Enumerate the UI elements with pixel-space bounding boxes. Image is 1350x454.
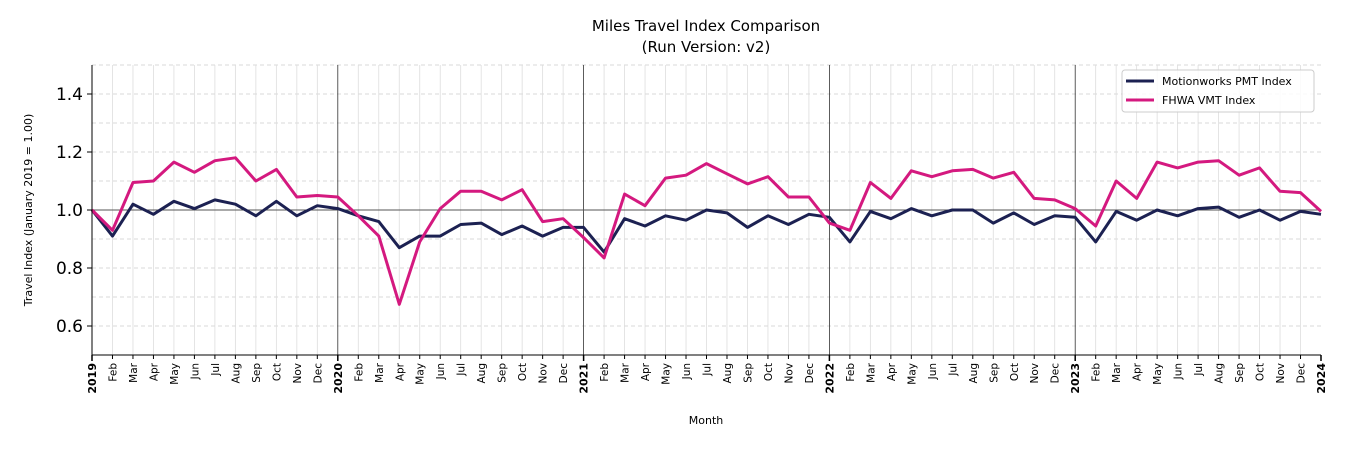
x-tick-label-month: Oct <box>1009 363 1021 381</box>
series-line-motionworks <box>90 198 1322 254</box>
x-tick-label-year: 2021 <box>578 363 591 394</box>
x-tick-label-month: Aug <box>722 363 734 384</box>
x-tick-label-month: Sep <box>251 363 263 383</box>
grid <box>92 64 1321 355</box>
y-tick-label: 0.6 <box>56 317 83 337</box>
x-tick-label-month: Apr <box>148 362 160 381</box>
x-tick-label-month: Feb <box>845 363 857 382</box>
x-tick-label-month: Apr <box>640 362 652 381</box>
x-tick-label-month: May <box>661 363 673 385</box>
x-tick-label-month: Jul <box>456 363 468 377</box>
x-tick-label-year: 2024 <box>1315 363 1328 394</box>
legend-label-fhwa: FHWA VMT Index <box>1162 94 1256 107</box>
x-axis-label: Month <box>689 414 724 427</box>
x-tick-label-month: Mar <box>620 362 632 382</box>
x-tick-label-month: Mar <box>128 362 140 382</box>
x-tick-label-month: May <box>169 363 181 385</box>
x-tick-label-month: Feb <box>353 363 365 382</box>
x-tick-label-year: 2023 <box>1069 363 1082 394</box>
x-tick-label-month: Oct <box>763 363 775 381</box>
y-axis-label: Travel Index (January 2019 = 1.00) <box>22 114 35 307</box>
x-tick-label-month: Oct <box>1255 363 1267 381</box>
x-tick-label-month: Sep <box>497 363 509 383</box>
x-tick-label-month: Feb <box>599 363 611 382</box>
x-tick-label-year: 2019 <box>86 363 99 394</box>
x-tick-label-year: 2022 <box>823 363 836 394</box>
legend-label-motionworks: Motionworks PMT Index <box>1162 75 1292 88</box>
x-tick-label-month: Mar <box>1111 362 1123 382</box>
chart-title: Miles Travel Index Comparison <box>592 17 820 35</box>
x-tick-label-month: Jul <box>947 363 959 377</box>
y-tick-label: 1.4 <box>56 85 83 105</box>
x-tick-label-month: Mar <box>865 362 877 382</box>
x-tick-label-year: 2020 <box>332 363 345 394</box>
x-tick-label-month: Jun <box>927 363 939 380</box>
x-tick-label-month: Nov <box>538 363 550 384</box>
x-tick-label-month: Apr <box>394 362 406 381</box>
x-tick-label-month: Aug <box>476 363 488 384</box>
x-tick-label-month: Jul <box>1193 363 1205 377</box>
x-tick-label-month: Aug <box>230 363 242 384</box>
axes: 0.6 0.8 1.0 1.2 1.4 2019 Feb Mar Apr May Jun Jul Aug… <box>56 65 1328 394</box>
x-tick-label-month: Apr <box>1132 362 1144 381</box>
x-tick-label-month: Mar <box>374 362 386 382</box>
x-tick-label-month: Nov <box>783 363 795 384</box>
x-tick-label-month: Dec <box>312 363 324 384</box>
x-tick-label-month: Jun <box>1173 363 1185 380</box>
x-tick-label-month: May <box>415 363 427 385</box>
x-tick-label-month: Apr <box>886 362 898 381</box>
x-tick-label-month: Aug <box>1214 363 1226 384</box>
x-tick-label-month: Dec <box>1296 363 1308 384</box>
x-tick-label-month: Dec <box>1050 363 1062 384</box>
x-tick-label-month: May <box>906 363 918 385</box>
y-tick-label: 1.2 <box>56 143 83 163</box>
x-tick-label-month: Feb <box>1091 363 1103 382</box>
x-tick-label-month: Nov <box>1275 363 1287 384</box>
y-tick-label: 1.0 <box>56 201 83 221</box>
x-tick-label-month: Feb <box>107 363 119 382</box>
series-lines <box>90 156 1323 306</box>
x-tick-label-month: Jun <box>189 363 201 380</box>
chart-subtitle: (Run Version: v2) <box>642 38 771 56</box>
x-tick-label-month: Nov <box>292 363 304 384</box>
x-tick-label-month: Jul <box>702 363 714 377</box>
legend-box <box>1121 69 1315 113</box>
x-tick-label-month: Oct <box>517 363 529 381</box>
x-tick-label-month: Sep <box>742 363 754 383</box>
x-tick-label-month: Sep <box>1234 363 1246 383</box>
y-tick-label: 0.8 <box>56 259 83 279</box>
x-tick-label-month: Jul <box>210 363 222 377</box>
x-tick-label-month: Dec <box>558 363 570 384</box>
x-tick-label-month: Sep <box>988 363 1000 383</box>
x-tick-label-month: Jun <box>681 363 693 380</box>
series-line-fhwa <box>90 156 1323 306</box>
x-tick-label-month: Jun <box>435 363 447 380</box>
x-tick-label-month: May <box>1152 363 1164 385</box>
x-tick-label-month: Oct <box>271 363 283 381</box>
legend: Motionworks PMT Index FHWA VMT Index <box>1121 69 1315 113</box>
x-tick-label-month: Nov <box>1029 363 1041 384</box>
x-tick-label-month: Aug <box>968 363 980 384</box>
x-tick-label-month: Dec <box>804 363 816 384</box>
